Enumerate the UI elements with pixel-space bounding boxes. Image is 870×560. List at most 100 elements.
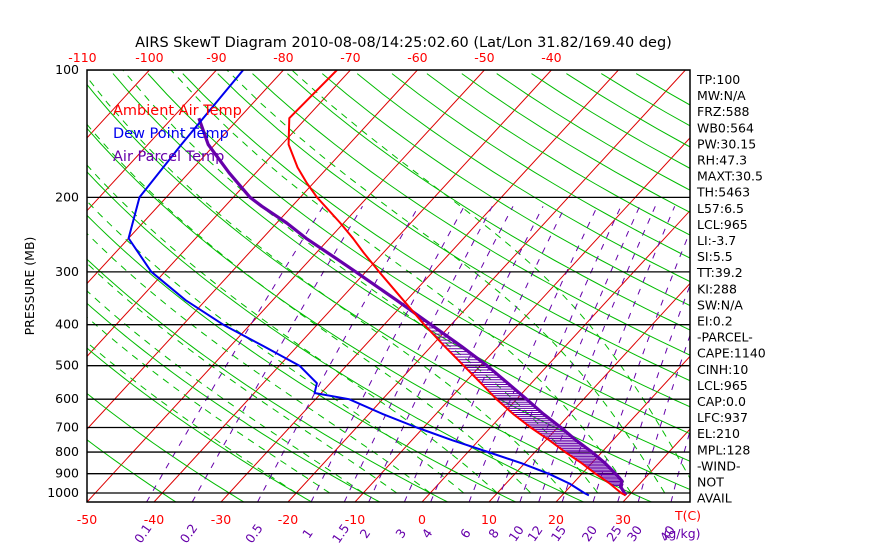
pressure-tick-label: 500 — [55, 358, 79, 373]
top-temp-tick-label: -60 — [407, 50, 427, 65]
top-temp-tick-label: -110 — [68, 50, 96, 65]
dry-adiabat-line — [87, 392, 245, 502]
moist-adiabat-line — [87, 200, 465, 494]
dry-adiabat-line — [356, 73, 690, 283]
mixing-ratio-line — [468, 206, 598, 502]
dry-adiabat-line — [391, 73, 690, 259]
pressure-axis-label: PRESSURE (MB) — [22, 237, 37, 336]
moist-adiabat-line — [87, 262, 397, 494]
mixing-ratio-tick-label: 4 — [419, 526, 436, 541]
legend-item-2: Air Parcel Temp — [113, 149, 224, 165]
dry-adiabat-line — [87, 258, 448, 502]
isotherm-line — [824, 70, 870, 502]
index-item-10: LI:-3.7 — [697, 233, 736, 248]
mixing-ratio-tick-label: 1 — [299, 526, 316, 541]
mixing-ratio-tick-label: 8 — [485, 526, 502, 541]
isotherm-line — [87, 70, 351, 358]
top-temp-tick-label: -100 — [135, 50, 163, 65]
moist-adiabat-line — [87, 123, 532, 494]
bottom-temp-tick-label: -10 — [345, 512, 365, 527]
index-item-22: EL:210 — [697, 426, 740, 441]
air-parcel-temp-curve — [197, 117, 628, 497]
mixing-ratio-line — [519, 206, 641, 502]
top-temp-tick-label: -80 — [273, 50, 293, 65]
mixing-ratio-tick-label: 0.5 — [242, 521, 266, 546]
mixing-ratio-tick-label: 15 — [548, 523, 569, 545]
index-item-4: PW:30.15 — [697, 136, 756, 151]
mixing-ratio-line — [257, 206, 419, 502]
isotherm-line — [421, 209, 690, 502]
pressure-tick-label: 800 — [55, 444, 79, 459]
legend-item-0: Ambient Air Temp — [113, 103, 242, 119]
mixing-ratio-tick-label: 30 — [624, 523, 645, 545]
mixing-ratio-line — [403, 206, 544, 502]
isotherm-line — [87, 70, 485, 502]
index-item-1: MW:N/A — [697, 88, 746, 103]
dry-adiabat-line — [87, 171, 584, 502]
index-item-17: CAPE:1140 — [697, 346, 766, 361]
mixing-ratio-tick-label: 0.2 — [177, 521, 201, 546]
index-item-11: SI:5.5 — [697, 249, 733, 264]
index-item-18: CINH:10 — [697, 362, 748, 377]
bottom-temp-tick-label: 20 — [548, 512, 564, 527]
index-item-19: LCL:965 — [697, 378, 748, 393]
isotherm-line — [287, 70, 686, 502]
top-temp-tick-label: -90 — [206, 50, 226, 65]
index-item-14: SW:N/A — [697, 297, 743, 312]
index-item-21: LFC:937 — [697, 410, 748, 425]
bottom-temp-tick-label: 0 — [418, 512, 426, 527]
isotherm-line — [153, 70, 552, 502]
dry-adiabat-line — [461, 73, 690, 213]
index-item-3: WB0:564 — [697, 120, 754, 135]
index-item-13: KI:288 — [697, 281, 737, 296]
index-item-0: TP:100 — [696, 72, 740, 87]
mixing-ratio-line — [310, 206, 465, 502]
index-item-20: CAP:0.0 — [697, 394, 746, 409]
temp-axis-label: T(C) — [674, 508, 701, 523]
moist-adiabat-line — [87, 290, 364, 494]
legend-item-1: Dew Point Temp — [113, 126, 229, 142]
mixing-ratio-line — [496, 206, 622, 502]
index-item-25: NOT — [697, 475, 724, 490]
dry-adiabat-line — [87, 439, 177, 502]
mixing-ratio-line — [538, 206, 656, 502]
mixing-ratio-line — [592, 230, 690, 502]
pressure-tick-label: 700 — [55, 420, 79, 435]
moist-adiabat-line — [87, 164, 498, 494]
dry-adiabat-line — [87, 214, 516, 502]
index-item-6: MAXT:30.5 — [697, 169, 763, 184]
index-item-12: TT:39.2 — [696, 265, 743, 280]
moist-adiabat-line — [226, 70, 666, 494]
bottom-temp-tick-label: -30 — [211, 512, 231, 527]
top-temp-tick-label: -40 — [541, 50, 561, 65]
index-item-24: -WIND- — [697, 458, 741, 473]
isotherm-line — [757, 70, 870, 502]
isotherm-line — [87, 70, 217, 212]
mixing-ratio-line — [637, 333, 690, 502]
grid-layer — [0, 70, 870, 502]
pressure-tick-label: 1000 — [47, 485, 79, 500]
isotherm-line — [0, 70, 15, 502]
pressure-tick-label: 600 — [55, 391, 79, 406]
index-item-7: TH:5463 — [696, 185, 750, 200]
isotherm-line — [0, 70, 82, 502]
dry-adiabat-line — [426, 73, 690, 236]
pressure-tick-label: 100 — [55, 62, 79, 77]
mixing-ratio-tick-label: 12 — [524, 523, 545, 545]
ambient-air-temp-curve — [287, 70, 627, 497]
moist-adiabat-line — [87, 316, 330, 494]
cape-hatching-layer — [415, 314, 622, 486]
mixing-ratio-tick-label: 10 — [505, 523, 526, 545]
dry-adiabat-line — [87, 302, 381, 502]
index-item-8: L57:6.5 — [697, 201, 744, 216]
dry-adiabat-line — [87, 347, 313, 502]
moist-adiabat-line — [122, 70, 599, 494]
mixing-ratio-line — [343, 206, 493, 502]
mixing-ratio-line — [670, 429, 690, 502]
mixing-ratio-axis-label: (g/kg) — [663, 526, 700, 541]
index-item-15: EI:0.2 — [697, 314, 733, 329]
isotherm-line — [220, 70, 619, 502]
index-item-9: LCL:965 — [697, 217, 748, 232]
dry-adiabat-line — [321, 73, 690, 307]
